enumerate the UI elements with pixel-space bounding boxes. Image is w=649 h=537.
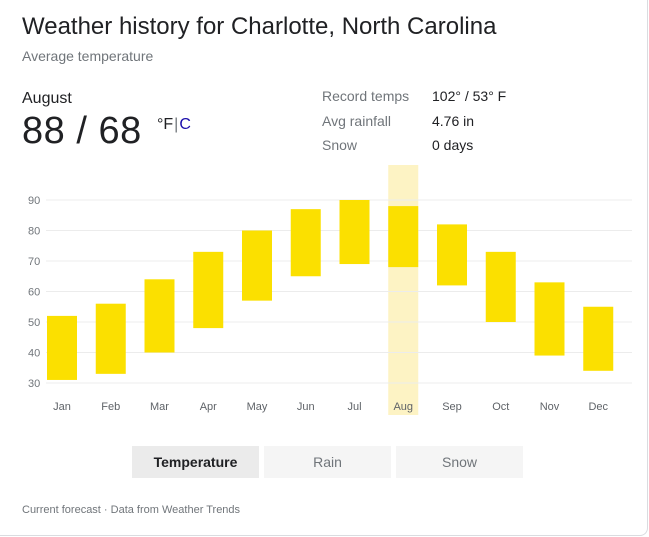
bar-dec[interactable] — [583, 306, 614, 371]
y-tick-label: 40 — [28, 348, 40, 360]
unit-fahrenheit: °F — [157, 116, 174, 133]
unit-celsius-link[interactable]: C — [179, 116, 191, 133]
selected-month: August — [22, 90, 72, 107]
footer-attribution: Current forecast · Data from Weather Tre… — [22, 504, 241, 516]
bar-jun[interactable] — [290, 209, 321, 277]
bar-feb[interactable] — [95, 303, 126, 374]
x-tick-label: Oct — [492, 401, 509, 413]
x-tick-label: May — [247, 401, 268, 413]
bar-oct[interactable] — [485, 251, 516, 322]
stat-value: 4.76 in — [432, 112, 475, 129]
temperature-chart[interactable]: 30 40 50 60 70 80 90 Jan Feb Mar Apr May Jun Jul Aug Se… — [0, 160, 649, 420]
x-tick-label: Jul — [347, 401, 361, 413]
bar-jan[interactable] — [47, 315, 77, 380]
metric-tabs: Temperature Rain Snow — [132, 446, 523, 478]
y-tick-label: 90 — [28, 195, 40, 207]
bar-nov[interactable] — [534, 282, 565, 356]
y-tick-label: 70 — [28, 256, 40, 268]
page-title: Weather history for Charlotte, North Car… — [22, 13, 497, 40]
stat-row-avg-rainfall: Avg rainfall 4.76 in — [322, 109, 506, 134]
y-tick-label: 50 — [28, 317, 40, 329]
bar-jul[interactable] — [339, 200, 370, 265]
stat-label: Record temps — [322, 88, 410, 105]
y-tick-label: 80 — [28, 226, 40, 238]
stat-row-record-temps: Record temps 102° / 53° F — [322, 84, 506, 109]
x-tick-label: Jan — [53, 401, 71, 413]
bar-sep[interactable] — [437, 224, 467, 286]
temperature-readout: 88 / 68 — [22, 110, 142, 152]
stat-value: 0 days — [432, 137, 474, 154]
x-tick-label: Sep — [442, 401, 462, 413]
tab-temperature[interactable]: Temperature — [132, 446, 259, 478]
stat-row-snow: Snow 0 days — [322, 133, 506, 158]
subtitle: Average temperature — [22, 48, 154, 64]
selected-month-highlight — [388, 165, 419, 415]
x-tick-label: Dec — [588, 401, 608, 413]
stats-panel: Record temps 102° / 53° F Avg rainfall 4… — [322, 84, 506, 158]
unit-separator: | — [174, 116, 179, 133]
x-tick-label: Aug — [393, 401, 413, 413]
bar-aug[interactable] — [388, 206, 419, 268]
x-tick-label: Feb — [101, 401, 120, 413]
y-tick-label: 30 — [28, 378, 40, 390]
tab-rain[interactable]: Rain — [264, 446, 391, 478]
bar-apr[interactable] — [193, 251, 224, 329]
x-tick-label: Jun — [297, 401, 315, 413]
unit-switcher: °F|C — [157, 116, 191, 134]
bar-may[interactable] — [242, 230, 272, 301]
tab-snow[interactable]: Snow — [396, 446, 523, 478]
x-tick-label: Nov — [540, 401, 560, 413]
y-tick-label: 60 — [28, 287, 40, 299]
bar-mar[interactable] — [144, 279, 175, 353]
stat-label: Snow — [322, 137, 358, 154]
stat-label: Avg rainfall — [322, 112, 392, 129]
stat-value: 102° / 53° F — [432, 88, 507, 105]
x-tick-label: Mar — [150, 401, 169, 413]
x-tick-label: Apr — [200, 401, 217, 413]
